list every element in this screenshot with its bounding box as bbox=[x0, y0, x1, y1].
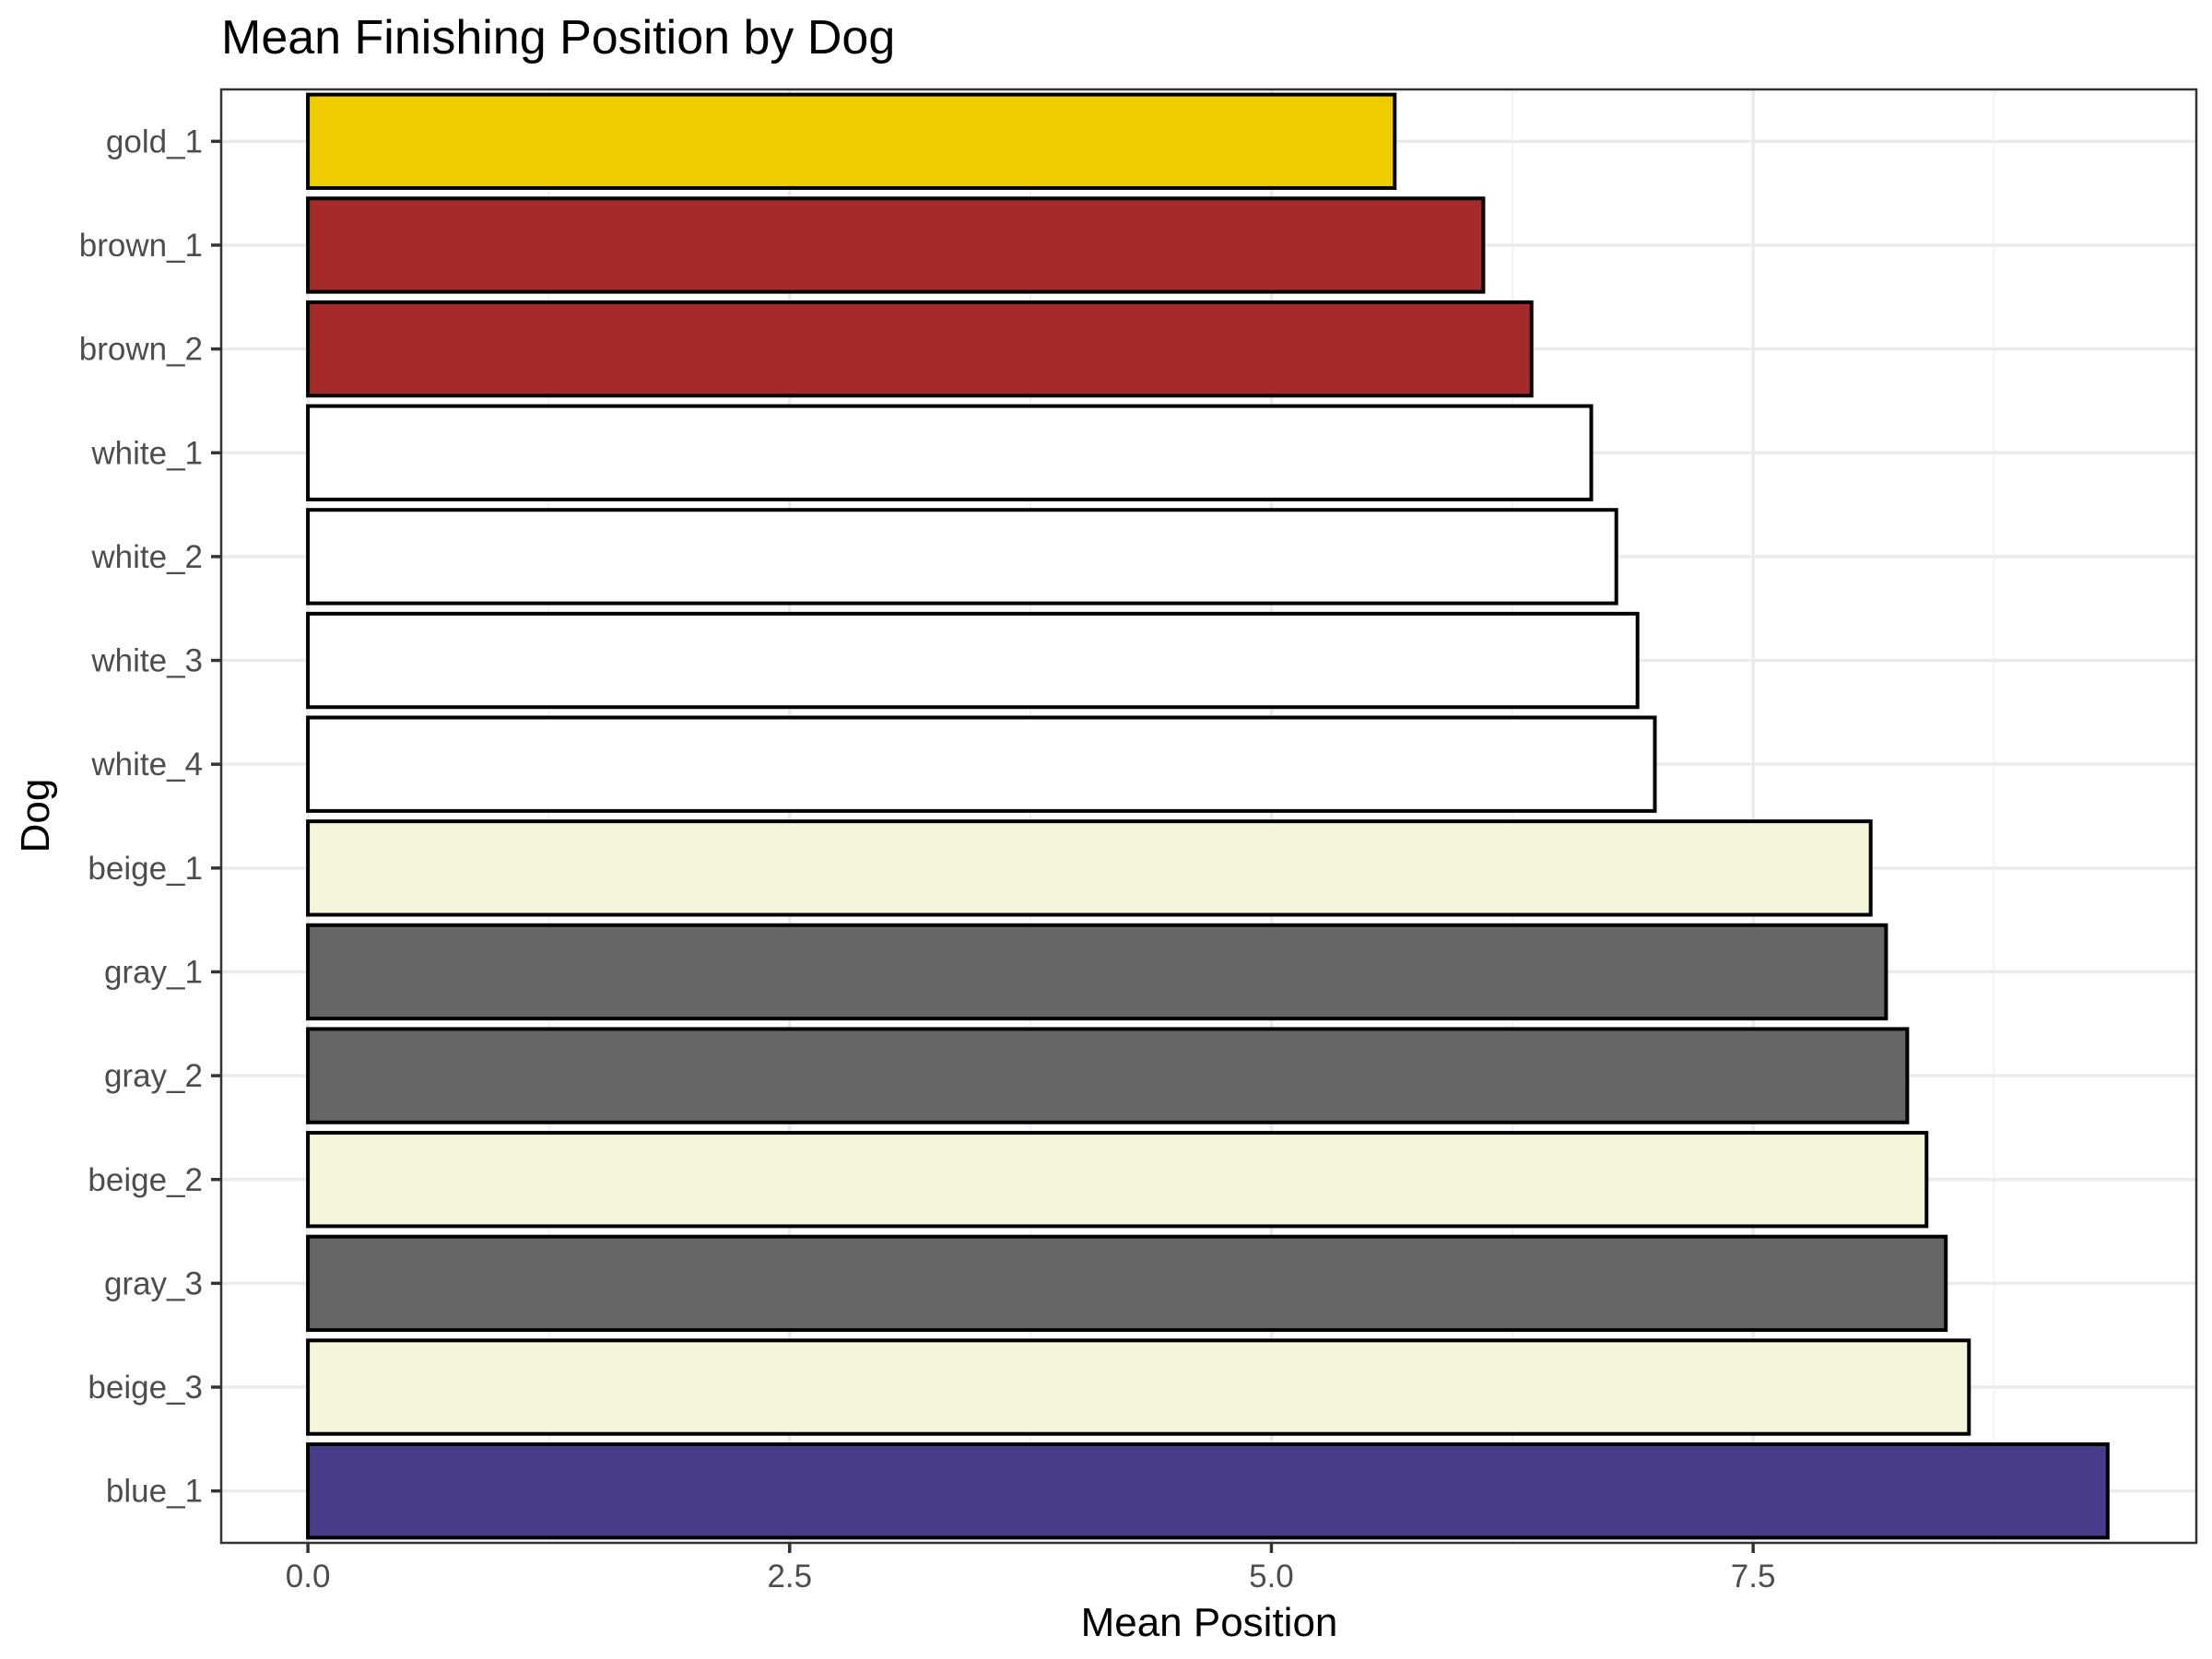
bar-gold-1 bbox=[306, 92, 1397, 191]
bar-white-2 bbox=[306, 508, 1618, 606]
y-tick-label: gold_1 bbox=[106, 124, 203, 159]
bar-white-3 bbox=[306, 611, 1640, 710]
bars bbox=[306, 92, 2110, 1540]
x-axis-title: Mean Position bbox=[1081, 1600, 1338, 1645]
panel-border bbox=[219, 88, 2198, 1545]
bar-gray-2 bbox=[306, 1027, 1910, 1124]
y-tick-label: gray_1 bbox=[104, 954, 203, 990]
x-tick-label: 0.0 bbox=[286, 1559, 331, 1594]
y-tick-label: brown_2 bbox=[79, 332, 203, 368]
bar-beige-2 bbox=[306, 1131, 1929, 1229]
bar-brown-2 bbox=[306, 300, 1534, 398]
y-tick-label: white_3 bbox=[90, 643, 203, 679]
y-axis: gold_1 brown_1 brown_2 white_1 white_2 white_… bbox=[79, 124, 221, 1510]
y-tick-label: gray_3 bbox=[104, 1265, 203, 1301]
bar-beige-1 bbox=[306, 819, 1873, 917]
y-tick-label: beige_1 bbox=[88, 851, 203, 887]
y-tick-label: white_1 bbox=[90, 435, 203, 471]
y-tick-label: white_2 bbox=[90, 539, 203, 575]
x-axis: 0.0 2.5 5.0 7.5 bbox=[286, 1543, 1776, 1594]
bar-white-4 bbox=[306, 715, 1657, 813]
chart-title: Mean Finishing Position by Dog bbox=[221, 11, 895, 65]
y-tick-label: beige_3 bbox=[88, 1370, 203, 1406]
bar-blue-1 bbox=[306, 1441, 2110, 1540]
y-tick-label: brown_1 bbox=[79, 228, 203, 264]
y-tick-label: white_4 bbox=[90, 747, 203, 782]
bar-gray-3 bbox=[306, 1234, 1948, 1333]
bar-brown-1 bbox=[306, 196, 1486, 294]
bar-beige-3 bbox=[306, 1338, 1971, 1436]
y-tick-label: beige_2 bbox=[88, 1162, 203, 1198]
y-tick-label: gray_2 bbox=[104, 1058, 203, 1094]
x-tick-label: 2.5 bbox=[767, 1559, 812, 1594]
x-tick-label: 5.0 bbox=[1249, 1559, 1294, 1594]
bar-gray-1 bbox=[306, 923, 1888, 1021]
y-axis-title: Dog bbox=[13, 779, 58, 853]
y-tick-label: blue_1 bbox=[106, 1474, 203, 1510]
bar-white-1 bbox=[306, 404, 1594, 501]
x-tick-label: 7.5 bbox=[1731, 1559, 1776, 1594]
